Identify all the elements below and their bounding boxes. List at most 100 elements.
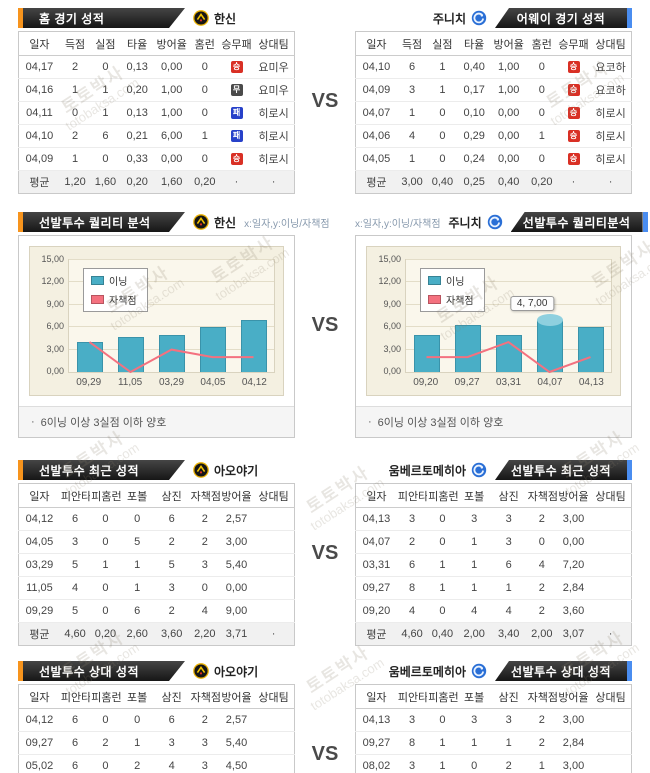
- table-cell: 0: [90, 507, 121, 531]
- team-name: 주니치: [448, 215, 482, 230]
- table-cell: 0: [59, 101, 91, 125]
- table-row: 08,02 3 1 0 2 1 3,00: [355, 754, 632, 773]
- legend-swatch-icon: [428, 295, 441, 304]
- table-cell: 1: [59, 147, 91, 171]
- table-cell: 0: [526, 101, 557, 125]
- legend-item: 자책점: [91, 292, 137, 307]
- table-cell: 04,10: [18, 124, 60, 148]
- table-cell: 2: [526, 731, 557, 755]
- table-cell: 승: [556, 147, 591, 171]
- recent-header-left: 선발투수 최근 성적 아오야기: [18, 460, 295, 480]
- column-header: 피홈런: [90, 483, 121, 508]
- column-header: 상대팀: [590, 483, 632, 508]
- gridline: [69, 326, 274, 328]
- table-cell: 04,12: [18, 708, 60, 732]
- table-cell: 4: [59, 576, 91, 600]
- bar-09,29[interactable]: [76, 342, 103, 372]
- column-header: 자책점: [526, 483, 557, 508]
- y-axis-tick: 6,00: [383, 321, 401, 332]
- away-record-banner: 어웨이 경기 성적: [495, 8, 627, 28]
- table-cell: 0: [90, 576, 121, 600]
- table-cell: 0: [120, 507, 154, 531]
- plot-area: 이닝 자책점: [68, 259, 275, 373]
- table-cell: 1: [90, 101, 121, 125]
- column-header: 자책점: [189, 684, 220, 709]
- table-cell: 0,10: [457, 101, 491, 125]
- table-cell: 6: [396, 55, 428, 79]
- bar-04,13[interactable]: [577, 327, 604, 372]
- table-cell: 6: [90, 124, 121, 148]
- bar-09,27[interactable]: [454, 324, 481, 372]
- recent-header-right: 움베르토메히아 선발투수 최근 성적: [355, 460, 632, 480]
- table-cell: 1: [427, 55, 458, 79]
- section-versus: 선발투수 상대 성적 아오야기 일자 피안타 피홈런 포볼 삼진 자책점 방어율 상대팀 04,…: [0, 661, 650, 773]
- table-cell: 4,60: [396, 622, 428, 646]
- table-cell: 2: [396, 530, 428, 554]
- x-axis-tick: 04,07: [537, 376, 563, 388]
- table-cell: 04,17: [18, 55, 60, 79]
- table-cell: 04,05: [355, 147, 397, 171]
- table-cell: 04,07: [355, 101, 397, 125]
- team-name: 주니치: [432, 11, 466, 26]
- section-quality: 선발투수 퀄리티 분석 한신 x:일자,y:이닝/자책점 0,00 3,00 6,0…: [0, 212, 650, 438]
- table-cell: ·: [253, 170, 295, 194]
- table-cell: 3,60: [153, 622, 190, 646]
- table-cell: 3: [153, 731, 190, 755]
- bar-04,07[interactable]: [536, 319, 563, 372]
- pitcher-name: 움베르토메히아: [388, 664, 466, 679]
- table-cell: 2: [153, 599, 190, 623]
- column-header: 방어율: [153, 31, 190, 56]
- table-cell: ·: [556, 170, 591, 194]
- quality-chart-panel-left: 0,00 3,00 6,00 9,00 12,00 15,00 이닝 자책점 09,29 11,0…: [18, 235, 295, 438]
- bar-04,05[interactable]: [199, 327, 226, 372]
- x-axis-tick: 03,31: [496, 376, 522, 388]
- hanshin-logo-icon: [193, 214, 209, 230]
- table-cell: 1: [90, 78, 121, 102]
- chart-area: 0,00 3,00 6,00 9,00 12,00 15,00 4, 7,00 이닝 자책점 09…: [366, 246, 621, 396]
- table-cell: [253, 576, 295, 600]
- table-cell: ·: [253, 622, 295, 646]
- table-cell: 무: [219, 78, 254, 102]
- table-cell: 히로시: [590, 101, 632, 125]
- table-row: 09,20 4 0 4 4 2 3,60: [355, 599, 632, 623]
- quality-header-left: 선발투수 퀄리티 분석 한신 x:일자,y:이닝/자책점: [18, 212, 330, 232]
- legend-swatch-icon: [428, 276, 441, 285]
- legend-swatch-icon: [91, 276, 104, 285]
- table-cell: 5: [153, 553, 190, 577]
- table-cell: 04,05: [18, 530, 60, 554]
- y-axis-tick: 3,00: [383, 343, 401, 354]
- versus-banner-left: 선발투수 상대 성적: [23, 661, 185, 681]
- column-header: 상대팀: [253, 31, 295, 56]
- table-cell: 0,24: [457, 147, 491, 171]
- table-cell: 0: [120, 708, 154, 732]
- table-cell: 3: [189, 754, 220, 773]
- line-series: [69, 260, 274, 372]
- table-row: 04,11 0 1 0,13 1,00 0 패 히로시: [18, 101, 295, 125]
- table-cell: 1: [427, 553, 458, 577]
- bar-09,20[interactable]: [413, 334, 440, 372]
- x-axis-tick: 04,05: [200, 376, 226, 388]
- stat-table: 일자 득점 실점 타율 방어율 홈런 승무패 상대팀 04,10 6 1 0,40 1,00 0 승 요코하 0…: [355, 31, 632, 194]
- table-cell: 0,29: [457, 124, 491, 148]
- table-cell: [253, 530, 295, 554]
- table-cell: 03,31: [355, 553, 397, 577]
- table-cell: 1,00: [153, 101, 190, 125]
- win-badge-icon: 승: [230, 153, 243, 166]
- table-cell: 2: [189, 507, 220, 531]
- table-cell: 히로시: [253, 147, 295, 171]
- column-header: 방어율: [219, 483, 254, 508]
- bar-04,12[interactable]: [240, 319, 267, 372]
- column-header: 피안타: [59, 684, 91, 709]
- table-cell: 패: [219, 101, 254, 125]
- table-cell: 3: [490, 507, 527, 531]
- table-cell: 0: [427, 599, 458, 623]
- bar-03,31[interactable]: [495, 334, 522, 372]
- table-cell: 1: [396, 147, 428, 171]
- table-cell: 4: [396, 599, 428, 623]
- table-cell: 2: [189, 708, 220, 732]
- table-cell: 6: [59, 754, 91, 773]
- versus-table-right: 일자 피안타 피홈런 포볼 삼진 자책점 방어율 상대팀 04,13 3 0 3 3 2 3,00 09,27…: [355, 684, 632, 773]
- x-axis-tick: 11,05: [117, 376, 143, 388]
- table-cell: 4: [457, 599, 491, 623]
